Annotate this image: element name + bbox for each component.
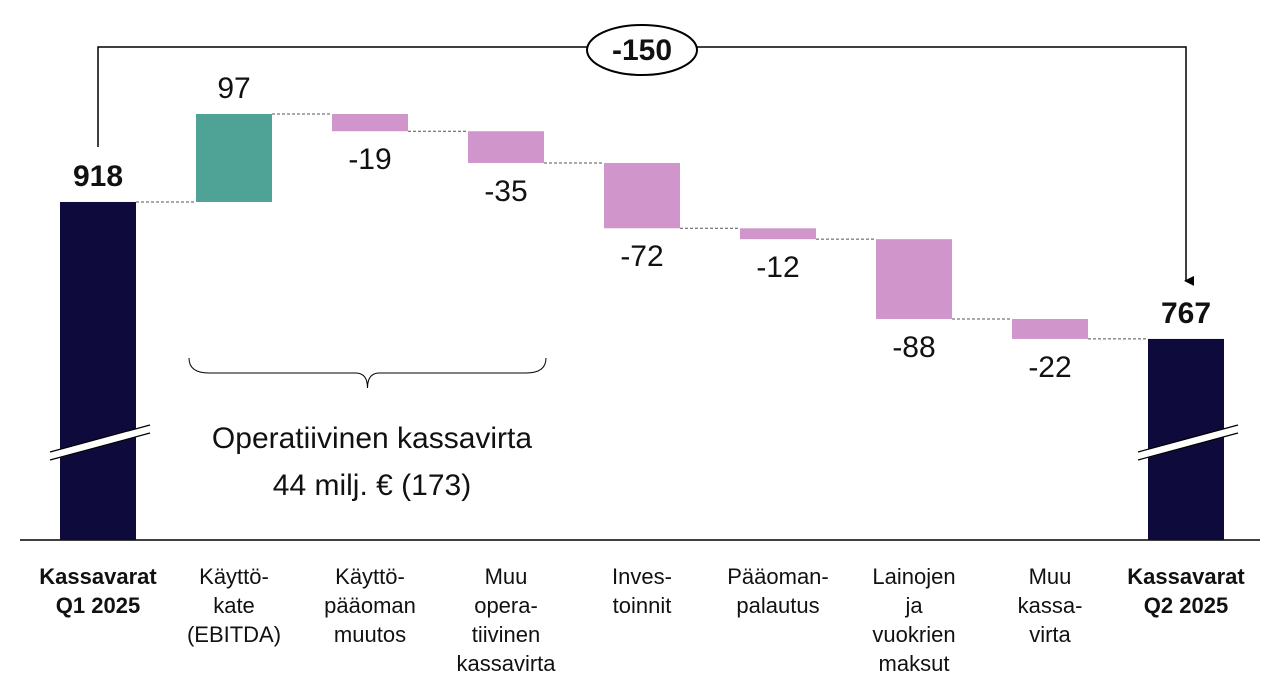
value-label: -88: [892, 331, 935, 364]
x-tick-label: Q2 2025: [1144, 593, 1228, 618]
value-label: 97: [217, 72, 250, 105]
axis-break: [1137, 424, 1239, 453]
axis-break: [52, 425, 150, 460]
x-tick-label: Käyttö-: [335, 564, 405, 589]
x-tick-label: Q1 2025: [56, 593, 140, 618]
bar: [196, 114, 272, 202]
x-tick-label: tiivinen: [472, 622, 540, 647]
x-tick-label: Lainojen: [872, 564, 955, 589]
annotation: 44 milj. € (173): [273, 469, 471, 502]
x-tick-label: Kassavarat: [1127, 564, 1245, 589]
x-tick-label: maksut: [879, 651, 950, 676]
x-tick-label: pääoman: [324, 593, 416, 618]
annotation: Operatiivinen kassavirta: [212, 422, 532, 455]
x-tick-label: palautus: [736, 593, 819, 618]
axis-break: [1140, 425, 1238, 460]
x-tick-label: toinnit: [613, 593, 672, 618]
value-label: -35: [484, 175, 527, 208]
x-tick-label: opera-: [474, 593, 538, 618]
x-tick-label: virta: [1029, 622, 1071, 647]
x-tick-label: kate: [213, 593, 255, 618]
brace: [188, 357, 547, 389]
x-tick-label: Käyttö-: [199, 564, 269, 589]
axis-break: [49, 432, 151, 461]
x-tick-label: Muu: [1029, 564, 1072, 589]
bar: [332, 114, 408, 132]
value-label: -19: [348, 143, 391, 176]
x-tick-label: Pääoman-: [727, 564, 829, 589]
axis-break: [1137, 432, 1239, 461]
x-tick-label: muutos: [334, 622, 406, 647]
bar: [604, 162, 680, 229]
bar: [1012, 318, 1088, 339]
x-tick-label: (EBITDA): [187, 622, 281, 647]
value-label: 918: [73, 160, 123, 193]
value-label: 767: [1161, 297, 1211, 330]
change-badge: [586, 24, 698, 76]
x-tick-label: Inves-: [612, 564, 672, 589]
bar: [468, 131, 544, 163]
bar: [876, 239, 952, 319]
x-tick-label: ja: [904, 593, 923, 618]
x-tick-label: Kassavarat: [39, 564, 157, 589]
x-tick-label: kassavirta: [456, 651, 556, 676]
x-tick-label: Muu: [485, 564, 528, 589]
change-label: -150: [612, 34, 672, 67]
value-label: -22: [1028, 351, 1071, 384]
value-label: -72: [620, 240, 663, 273]
x-tick-label: kassa-: [1018, 593, 1083, 618]
value-label: -12: [756, 251, 799, 284]
bar: [60, 201, 136, 540]
axis-break: [49, 424, 151, 453]
bar: [740, 228, 816, 240]
x-tick-label: vuokrien: [872, 622, 955, 647]
